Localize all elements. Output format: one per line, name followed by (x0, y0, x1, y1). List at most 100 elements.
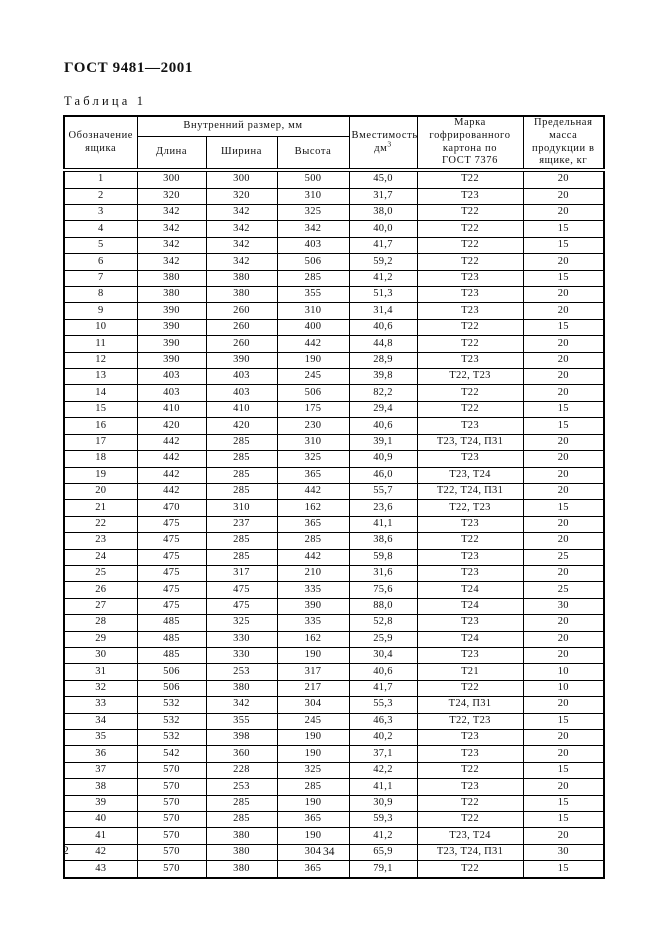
cell-mass: 20 (522, 482, 605, 501)
cell-length: 342 (136, 236, 207, 255)
cell-mass: 20 (522, 532, 605, 550)
table-row: 1 300 300 500 45,0 Т22 20 (63, 169, 605, 189)
cell-designation: 3 (63, 203, 138, 222)
cell-grade: Т22 (416, 532, 524, 550)
cell-mass: 15 (522, 269, 605, 288)
col-header-designation: Обозначение ящика (63, 115, 138, 173)
cell-width: 420 (205, 417, 278, 435)
cell-width: 260 (205, 318, 278, 337)
cell-height: 175 (276, 400, 350, 419)
cell-capacity: 41,7 (348, 679, 418, 698)
cell-width: 300 (205, 169, 278, 189)
cell-grade: Т23 (416, 778, 524, 796)
cell-grade: Т23 (416, 286, 524, 304)
cell-grade: Т23, Т24, П31 (416, 843, 524, 862)
cell-mass: 20 (522, 335, 605, 353)
cell-length: 475 (136, 597, 207, 616)
cell-designation: 2 (63, 187, 138, 206)
cell-grade: Т23 (416, 351, 524, 370)
cell-capacity: 28,9 (348, 351, 418, 370)
table-row: 32 506 380 217 41,7 Т22 10 (63, 679, 605, 698)
cell-capacity: 39,1 (348, 433, 418, 452)
cell-grade: Т23 (416, 417, 524, 435)
table-row: 2 320 320 310 31,7 Т23 20 (63, 187, 605, 206)
cell-width: 390 (205, 351, 278, 370)
cell-capacity: 31,6 (348, 564, 418, 583)
cell-designation: 43 (63, 860, 138, 879)
cell-height: 310 (276, 433, 350, 452)
cell-capacity: 40,0 (348, 220, 418, 238)
cell-capacity: 30,9 (348, 794, 418, 813)
cell-designation: 41 (63, 827, 138, 845)
cell-grade: Т22, Т24, П31 (416, 482, 524, 501)
cell-width: 342 (205, 696, 278, 714)
cell-height: 285 (276, 269, 350, 288)
cell-designation: 1 (63, 169, 138, 189)
cell-mass: 20 (522, 384, 605, 402)
table-row: 36 542 360 190 37,1 Т23 20 (63, 745, 605, 763)
cell-length: 570 (136, 761, 207, 780)
cell-width: 285 (205, 548, 278, 566)
cell-width: 228 (205, 761, 278, 780)
cell-designation: 30 (63, 646, 138, 665)
cell-width: 310 (205, 499, 278, 517)
cell-length: 410 (136, 400, 207, 419)
cell-length: 532 (136, 696, 207, 714)
cell-capacity: 41,2 (348, 269, 418, 288)
cell-height: 335 (276, 581, 350, 599)
cell-capacity: 41,7 (348, 236, 418, 255)
cell-designation: 33 (63, 696, 138, 714)
cell-length: 442 (136, 450, 207, 468)
cell-capacity: 88,0 (348, 597, 418, 616)
cell-length: 475 (136, 564, 207, 583)
col-header-width: Ширина (205, 135, 278, 173)
cell-mass: 20 (522, 696, 605, 714)
cell-grade: Т24 (416, 581, 524, 599)
cell-length: 442 (136, 466, 207, 484)
page-number-left: 2 (63, 845, 69, 857)
cell-capacity: 75,6 (348, 581, 418, 599)
cell-mass: 20 (522, 169, 605, 189)
cell-capacity: 38,0 (348, 203, 418, 222)
cell-length: 300 (136, 169, 207, 189)
cell-grade: Т23 (416, 564, 524, 583)
cell-designation: 32 (63, 679, 138, 698)
table-row: 37 570 228 325 42,2 Т22 15 (63, 761, 605, 780)
cell-height: 442 (276, 335, 350, 353)
cell-grade: Т22 (416, 335, 524, 353)
cell-capacity: 40,2 (348, 728, 418, 747)
cell-height: 210 (276, 564, 350, 583)
cell-mass: 30 (522, 843, 605, 862)
cell-length: 570 (136, 778, 207, 796)
cell-grade: Т22 (416, 400, 524, 419)
table-row: 14 403 403 506 82,2 Т22 20 (63, 384, 605, 402)
cell-grade: Т23 (416, 548, 524, 566)
table-row: 12 390 390 190 28,9 Т23 20 (63, 351, 605, 370)
cell-width: 317 (205, 564, 278, 583)
cell-mass: 20 (522, 728, 605, 747)
cell-grade: Т23 (416, 614, 524, 632)
cell-mass: 30 (522, 597, 605, 616)
cell-mass: 20 (522, 515, 605, 534)
cell-width: 380 (205, 286, 278, 304)
cell-capacity: 55,3 (348, 696, 418, 714)
cell-height: 217 (276, 679, 350, 698)
cell-mass: 20 (522, 253, 605, 271)
cell-width: 398 (205, 728, 278, 747)
cell-width: 355 (205, 712, 278, 731)
table-row: 20 442 285 442 55,7 Т22, Т24, П31 20 (63, 482, 605, 501)
col-header-capacity: Вместимость, дм3 (348, 115, 418, 173)
cell-grade: Т22 (416, 169, 524, 189)
cell-height: 310 (276, 302, 350, 320)
cell-length: 470 (136, 499, 207, 517)
cell-length: 570 (136, 843, 207, 862)
cell-grade: Т22, Т23 (416, 368, 524, 386)
cell-grade: Т22 (416, 253, 524, 271)
cell-mass: 15 (522, 417, 605, 435)
cell-mass: 20 (522, 745, 605, 763)
cell-grade: Т23 (416, 646, 524, 665)
cell-height: 162 (276, 630, 350, 648)
cell-grade: Т22, Т23 (416, 499, 524, 517)
cell-designation: 5 (63, 236, 138, 255)
